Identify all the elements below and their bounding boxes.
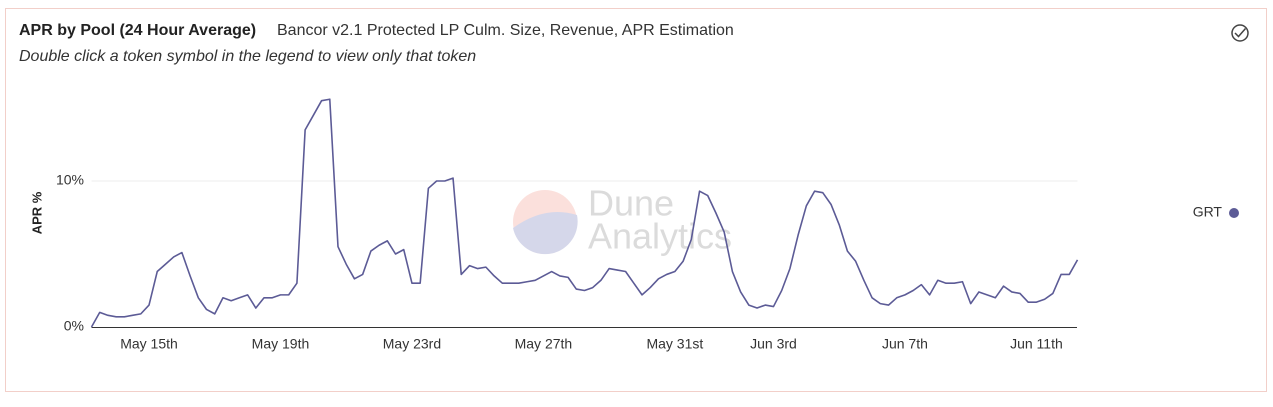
legend-marker	[1229, 208, 1239, 218]
chart-note: Double click a token symbol in the legen…	[19, 48, 476, 65]
y-tick-label: 0%	[64, 318, 84, 334]
x-tick-label: May 19th	[252, 336, 310, 352]
watermark-text: Analytics	[588, 216, 732, 257]
check-icon[interactable]	[1231, 24, 1249, 42]
x-tick-label: Jun 11th	[1010, 336, 1063, 352]
x-tick-label: May 23rd	[383, 336, 441, 352]
watermark: Dune Analytics	[513, 183, 732, 257]
x-tick-label: May 27th	[515, 336, 573, 352]
x-tick-label: Jun 3rd	[750, 336, 797, 352]
x-tick-label: May 31st	[646, 336, 703, 352]
legend-label: GRT	[1193, 204, 1223, 220]
x-tick-label: Jun 7th	[882, 336, 928, 352]
y-tick-label: 10%	[56, 172, 84, 188]
x-tick-label: May 15th	[120, 336, 178, 352]
watermark-text: Dune	[588, 183, 674, 224]
chart-subtitle: Bancor v2.1 Protected LP Culm. Size, Rev…	[277, 22, 734, 39]
y-axis-label: APR %	[29, 191, 44, 234]
series-line	[90, 98, 1079, 328]
chart-title: APR by Pool (24 Hour Average)	[19, 22, 256, 39]
